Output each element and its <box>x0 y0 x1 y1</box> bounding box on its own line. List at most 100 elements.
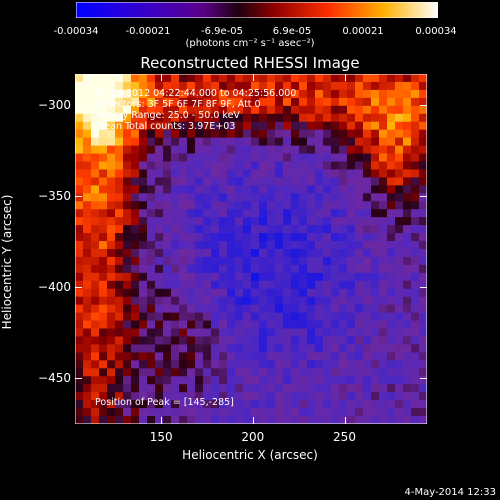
heatmap-cell <box>219 368 228 377</box>
heatmap-cell <box>243 233 252 242</box>
heatmap-cell <box>283 264 292 274</box>
heatmap-cell <box>131 225 140 234</box>
heatmap-cell <box>131 416 140 424</box>
heatmap-cell <box>347 264 356 274</box>
heatmap-cell <box>411 233 420 242</box>
heatmap-cell <box>211 169 220 178</box>
heatmap-cell <box>419 201 427 210</box>
heatmap-cell <box>171 105 180 115</box>
heatmap-cell <box>163 129 172 139</box>
heatmap-cell <box>91 121 100 131</box>
heatmap-cell <box>379 225 388 234</box>
heatmap-cell <box>91 256 100 266</box>
heatmap-cell <box>195 145 204 155</box>
heatmap-cell <box>107 408 116 417</box>
heatmap-cell <box>163 177 172 186</box>
heatmap-cell <box>315 97 324 107</box>
heatmap-cell <box>379 233 388 242</box>
heatmap-cell <box>283 145 292 155</box>
heatmap-cell <box>395 344 404 353</box>
heatmap-cell <box>315 368 324 377</box>
heatmap-cell <box>131 105 140 115</box>
y-tick-mark <box>75 104 82 106</box>
heatmap-cell <box>347 336 356 345</box>
heatmap-cell <box>123 352 132 361</box>
heatmap-cell <box>355 177 364 186</box>
heatmap-cell <box>411 304 420 314</box>
heatmap-cell <box>75 256 84 266</box>
heatmap-cell <box>203 360 212 369</box>
heatmap-cell <box>195 113 204 123</box>
heatmap-cell <box>83 161 92 170</box>
heatmap-cell <box>99 137 108 147</box>
heatmap-cell <box>323 408 332 417</box>
heatmap-cell <box>203 288 212 298</box>
heatmap-cell <box>395 137 404 147</box>
heatmap-cell <box>363 384 372 393</box>
heatmap-cell <box>163 249 172 258</box>
heatmap-cell <box>139 264 148 274</box>
heatmap-cell <box>155 145 164 155</box>
heatmap-cell <box>123 400 132 409</box>
heatmap-cell <box>75 185 84 194</box>
heatmap-cell <box>419 264 427 274</box>
heatmap-cell <box>259 145 268 155</box>
heatmap-cell <box>259 113 268 123</box>
heatmap-cell <box>131 360 140 369</box>
heatmap-cell <box>419 288 427 298</box>
heatmap-cell <box>275 81 284 91</box>
heatmap-cell <box>323 105 332 115</box>
heatmap-cell <box>307 384 316 393</box>
colorbar-tick: 0.00021 <box>342 26 384 37</box>
heatmap-cell <box>387 145 396 155</box>
heatmap-cell <box>131 201 140 210</box>
x-tick-mark <box>161 74 163 81</box>
heatmap-cell <box>147 153 156 162</box>
heatmap-cell <box>395 153 404 162</box>
heatmap-cell <box>171 129 180 139</box>
heatmap-cell <box>355 153 364 162</box>
heatmap-cell <box>139 416 148 424</box>
heatmap-cell <box>107 177 116 186</box>
heatmap-cell <box>371 368 380 377</box>
heatmap-cell <box>307 344 316 353</box>
heatmap-cell <box>195 217 204 226</box>
heatmap-cell <box>171 97 180 107</box>
heatmap-cell <box>339 249 348 258</box>
heatmap-cell <box>363 360 372 369</box>
heatmap-cell <box>371 97 380 107</box>
heatmap-cell <box>371 264 380 274</box>
heatmap-cell <box>395 169 404 178</box>
heatmap-cell <box>107 392 116 401</box>
heatmap-cell <box>347 217 356 226</box>
heatmap-cell <box>147 384 156 393</box>
heatmap-cell <box>403 105 412 115</box>
heatmap-cell <box>411 320 420 330</box>
heatmap-cell <box>347 408 356 417</box>
heatmap-cell <box>155 368 164 377</box>
heatmap-cell <box>275 408 284 417</box>
heatmap-cell <box>403 145 412 155</box>
heatmap-cell <box>315 296 324 306</box>
heatmap-cell <box>211 201 220 210</box>
y-tick-mark <box>75 196 82 198</box>
x-tick-label: 200 <box>241 430 265 444</box>
heatmap-cell <box>331 145 340 155</box>
heatmap-cell <box>307 233 316 242</box>
heatmap-cell <box>291 121 300 131</box>
heatmap-cell <box>251 217 260 226</box>
heatmap-cell <box>139 249 148 258</box>
heatmap-cell <box>123 185 132 194</box>
heatmap-cell <box>187 272 196 282</box>
heatmap-cell <box>235 272 244 282</box>
heatmap-cell <box>299 392 308 401</box>
heatmap-cell <box>259 217 268 226</box>
heatmap-cell <box>267 280 276 290</box>
heatmap-cell <box>243 288 252 298</box>
heatmap-cell <box>227 241 236 250</box>
heatmap-cell <box>323 233 332 242</box>
heatmap-cell <box>75 241 84 250</box>
heatmap-cell <box>235 153 244 162</box>
heatmap-cell <box>259 312 268 322</box>
heatmap-cell <box>291 360 300 369</box>
